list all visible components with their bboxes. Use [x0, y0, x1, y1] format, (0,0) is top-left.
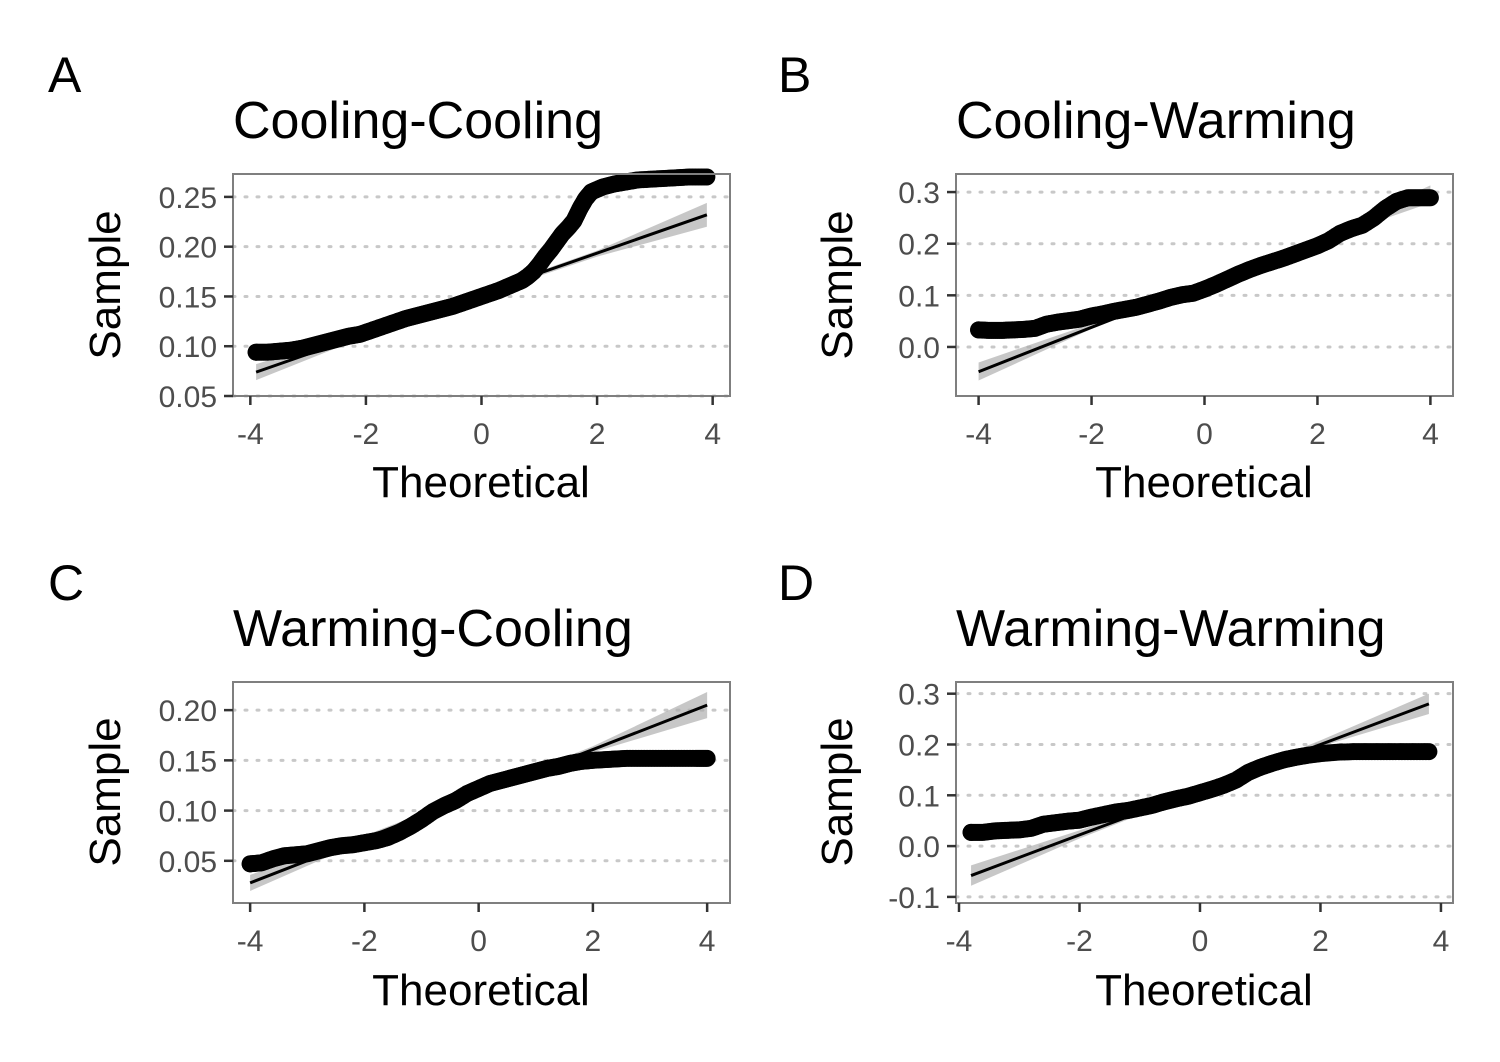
x-tick-label: -4 — [965, 418, 992, 451]
plot-frame — [955, 681, 1454, 904]
y-axis-label: Sample — [81, 717, 130, 866]
y-tick-label: 0.3 — [898, 177, 940, 210]
panel-tag: A — [48, 47, 82, 103]
x-tick-label: -4 — [946, 925, 973, 958]
y-tick-label: 0.3 — [898, 679, 940, 712]
y-tick-label: 0.15 — [159, 281, 217, 314]
x-tick-label: 0 — [470, 925, 487, 958]
chart-title: Cooling-Warming — [956, 92, 1356, 150]
y-tick-label: 0.05 — [159, 846, 217, 879]
x-axis-label: Theoretical — [372, 458, 590, 507]
x-tick-label: 4 — [704, 418, 721, 451]
y-tick-label: 0.20 — [159, 695, 217, 728]
y-axis-label: Sample — [813, 717, 862, 866]
x-axis-label: Theoretical — [1095, 458, 1313, 507]
y-tick-label: 0.0 — [898, 831, 940, 864]
sample-point — [970, 321, 988, 339]
y-tick-label: 0.0 — [898, 332, 940, 365]
x-tick-label: 2 — [1309, 418, 1326, 451]
x-tick-label: -4 — [237, 925, 264, 958]
sample-point — [698, 749, 716, 767]
y-tick-label: 0.2 — [898, 729, 940, 762]
plot-frame — [232, 173, 731, 397]
sample-point — [698, 168, 716, 186]
chart-title: Warming-Warming — [956, 600, 1386, 658]
y-tick-label: 0.10 — [159, 796, 217, 829]
x-tick-label: 4 — [699, 925, 716, 958]
panel-tag: B — [778, 47, 811, 103]
y-tick-label: -0.1 — [888, 882, 940, 915]
sample-point — [1420, 743, 1438, 761]
x-tick-label: 0 — [1196, 418, 1213, 451]
x-axis-label: Theoretical — [1095, 966, 1313, 1015]
panel-d: D Warming-Warming -0.1 0.0 0.1 0.2 0.3 -4 -2 0 2 4 T… — [778, 555, 1455, 1015]
x-tick-label: 0 — [1192, 925, 1209, 958]
y-tick-label: 0.10 — [159, 331, 217, 364]
y-axis-label: Sample — [81, 210, 130, 359]
x-tick-label: -2 — [1078, 418, 1105, 451]
y-tick-label: 0.05 — [159, 381, 217, 414]
x-tick-label: -2 — [1066, 925, 1093, 958]
sample-point — [247, 343, 265, 361]
y-tick-label: 0.2 — [898, 229, 940, 262]
panel-b: B Cooling-Warming 0.0 0.1 0.2 0.3 -4 -2 0 2 4 Theor… — [778, 47, 1455, 507]
panel-tag: C — [48, 555, 84, 611]
y-axis-label: Sample — [813, 210, 862, 359]
panel-a: A Cooling-Cooling 0.05 0.10 0.15 0.20 0.25 -4 -2… — [48, 47, 732, 507]
y-tick-label: 0.20 — [159, 232, 217, 265]
x-tick-label: -2 — [351, 925, 378, 958]
plot-frame — [232, 681, 731, 904]
sample-point — [241, 855, 259, 873]
chart-title: Warming-Cooling — [233, 600, 633, 658]
panel-c: C Warming-Cooling 0.05 0.10 0.15 0.20 -4 -2 0 2 4 T… — [48, 555, 732, 1015]
x-tick-label: 0 — [473, 418, 490, 451]
chart-title: Cooling-Cooling — [233, 92, 603, 150]
y-tick-label: 0.25 — [159, 182, 217, 215]
x-tick-label: 2 — [585, 925, 602, 958]
y-tick-label: 0.15 — [159, 745, 217, 778]
x-tick-label: 4 — [1422, 418, 1439, 451]
x-tick-label: -4 — [237, 418, 264, 451]
sample-point — [962, 823, 980, 841]
x-tick-label: 2 — [1312, 925, 1329, 958]
y-tick-label: 0.1 — [898, 780, 940, 813]
panel-tag: D — [778, 555, 814, 611]
x-tick-label: 4 — [1433, 925, 1450, 958]
y-tick-label: 0.1 — [898, 280, 940, 313]
x-tick-label: 2 — [589, 418, 606, 451]
sample-point — [1421, 189, 1439, 207]
x-tick-label: -2 — [353, 418, 380, 451]
x-axis-label: Theoretical — [372, 966, 590, 1015]
